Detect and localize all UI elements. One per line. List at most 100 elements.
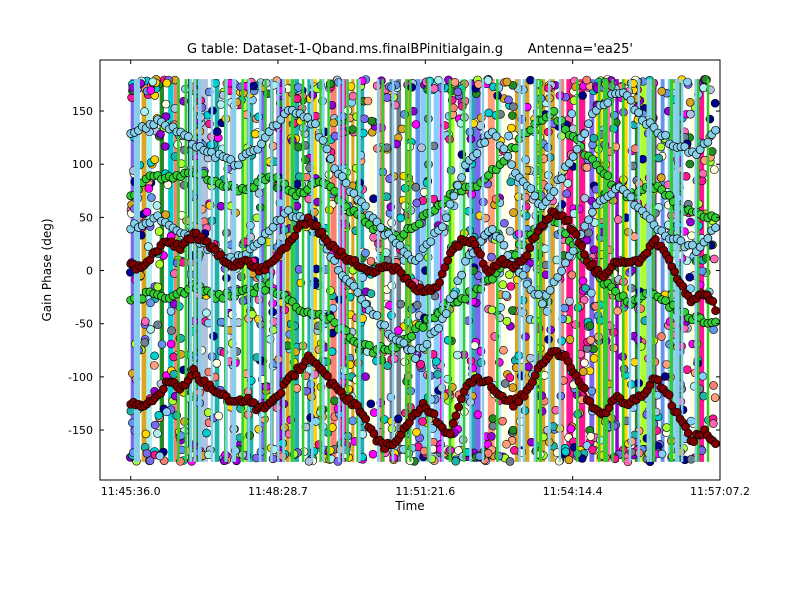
data-point [683, 428, 693, 438]
data-point [580, 193, 590, 203]
data-point [500, 379, 510, 388]
data-point [661, 372, 670, 381]
data-point [140, 107, 149, 116]
data-point [568, 246, 578, 256]
data-point [348, 91, 358, 101]
data-point [626, 192, 636, 202]
data-point [169, 370, 179, 379]
data-point [476, 250, 485, 259]
data-point [443, 256, 453, 265]
data-point [506, 177, 516, 187]
data-point [474, 79, 483, 89]
data-point [572, 144, 582, 154]
data-point [526, 75, 535, 85]
data-point [396, 213, 406, 223]
data-point [507, 123, 516, 133]
data-point [412, 198, 421, 208]
data-point [234, 160, 243, 170]
data-point [254, 424, 264, 434]
data-point [161, 99, 171, 109]
data-point [580, 129, 590, 138]
data-point [546, 325, 555, 335]
data-point [265, 334, 275, 344]
data-point [311, 119, 320, 129]
data-point [303, 113, 313, 122]
data-point [393, 414, 403, 424]
data-point [453, 350, 462, 360]
data-point [661, 296, 670, 306]
data-point [488, 274, 497, 284]
data-point [503, 151, 513, 161]
data-point [511, 143, 520, 153]
data-point [699, 391, 709, 401]
data-point [434, 323, 443, 333]
data-point [505, 373, 515, 383]
data-point [433, 370, 442, 379]
data-point [162, 407, 171, 417]
data-point [664, 254, 674, 264]
data-point [664, 390, 674, 400]
data-point [382, 143, 392, 152]
data-point [518, 270, 528, 280]
data-point [588, 207, 597, 217]
data-point [349, 281, 359, 291]
data-point [654, 153, 663, 163]
data-point [414, 253, 424, 262]
data-point [708, 296, 718, 306]
data-point [157, 339, 167, 349]
data-point [306, 380, 316, 389]
data-point [670, 267, 679, 277]
data-point [487, 252, 496, 262]
data-point [657, 332, 666, 341]
data-point [579, 295, 589, 305]
data-point [156, 129, 165, 139]
data-point [609, 343, 619, 353]
data-point [709, 254, 719, 264]
data-point [429, 84, 439, 93]
data-point [603, 171, 613, 181]
data-point [276, 215, 286, 225]
data-point [587, 288, 596, 298]
data-point [580, 358, 589, 368]
data-point [509, 102, 518, 112]
data-point [411, 120, 421, 129]
data-point [361, 414, 371, 424]
data-point [451, 456, 461, 466]
data-point [565, 335, 575, 344]
data-point [611, 287, 620, 296]
data-point [150, 420, 160, 430]
data-point [586, 432, 595, 441]
data-point [487, 305, 497, 315]
data-point [294, 83, 303, 92]
data-point [484, 108, 494, 118]
data-point [500, 218, 509, 228]
data-point [499, 240, 509, 250]
data-point [216, 317, 226, 327]
data-point [212, 127, 222, 136]
data-point [438, 222, 447, 232]
data-point [368, 449, 378, 459]
data-point [411, 182, 421, 192]
data-point [707, 147, 717, 156]
data-point [146, 325, 155, 334]
data-point [578, 91, 587, 100]
data-point [561, 258, 570, 268]
data-point [202, 308, 211, 318]
data-point [361, 248, 370, 258]
data-point [144, 242, 153, 251]
data-point [417, 143, 426, 153]
data-point [337, 172, 347, 181]
data-point [543, 143, 553, 152]
data-point [144, 184, 154, 193]
data-point [584, 119, 593, 129]
data-point [167, 326, 176, 335]
data-point [159, 384, 168, 394]
data-point [508, 401, 518, 411]
data-point [508, 383, 518, 392]
y-tick-label: 100 [72, 158, 93, 171]
data-point [209, 331, 218, 341]
data-point [662, 423, 671, 432]
data-point [538, 299, 547, 309]
data-point [461, 256, 470, 266]
data-point [445, 199, 455, 209]
